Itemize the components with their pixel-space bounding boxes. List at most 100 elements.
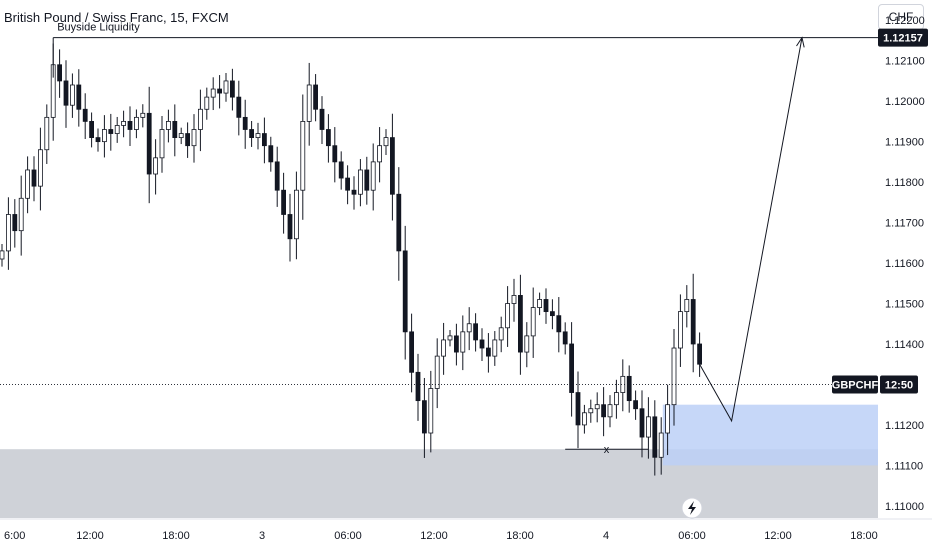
time-tag: [880, 375, 918, 394]
candle: [281, 172, 287, 234]
candle: [325, 114, 331, 163]
candle-body: [389, 137, 395, 195]
candle: [300, 94, 306, 220]
candle-body: [274, 161, 280, 191]
candle-body: [377, 145, 383, 163]
candle-body: [351, 189, 357, 195]
candle: [684, 285, 690, 328]
candle-body: [293, 189, 299, 240]
candle: [165, 109, 171, 143]
replay-button[interactable]: [681, 497, 703, 519]
candle-body: [0, 250, 5, 260]
candle-body: [518, 295, 523, 353]
candle-body: [82, 108, 88, 122]
candle: [524, 322, 530, 368]
price-tick-label: 1.11100: [885, 460, 923, 472]
candle: [357, 159, 363, 207]
candle: [268, 136, 274, 172]
sellside-marker-label: x: [604, 444, 610, 456]
candle: [409, 313, 415, 393]
candle: [562, 322, 568, 355]
candle-body: [678, 311, 683, 349]
buyside-price-tag-label: 1.12157: [883, 33, 923, 45]
time-tick-label: 18:00: [162, 530, 190, 542]
candle-body: [25, 169, 31, 199]
candle-body: [556, 315, 562, 333]
candle: [306, 62, 312, 146]
buyside-price-tag: [878, 28, 928, 47]
candle: [274, 146, 280, 207]
candle: [415, 353, 421, 421]
candle-body: [89, 121, 94, 138]
candle: [332, 127, 338, 183]
candle-body: [114, 125, 120, 134]
projection-arrowhead: [796, 36, 805, 48]
candle: [569, 322, 574, 417]
candle-body: [325, 129, 331, 147]
candle: [319, 96, 325, 144]
candle: [447, 330, 453, 347]
candle-body: [204, 96, 210, 110]
candle-body: [31, 169, 37, 187]
candle: [402, 225, 408, 360]
candle-body: [652, 416, 658, 458]
time-tag-label: 12:50: [885, 379, 913, 391]
candle: [338, 151, 344, 190]
candle-body: [18, 197, 24, 232]
candle-body: [313, 84, 319, 110]
candle: [582, 404, 587, 434]
candle-body: [511, 295, 517, 304]
candle-body: [434, 355, 440, 389]
candle: [396, 167, 402, 281]
candle: [108, 113, 114, 151]
time-tick-label: 3: [259, 530, 265, 542]
candle-body: [633, 400, 638, 410]
candle: [351, 176, 357, 210]
candle-body: [665, 404, 670, 434]
candle: [505, 286, 511, 347]
candle: [421, 377, 427, 458]
time-axis[interactable]: 6:00 12:00 18:00 3 06:00 12:00 18:00 4 06:00 12:0…: [0, 518, 932, 542]
candle: [428, 370, 434, 453]
candle-body: [38, 149, 43, 187]
candle-body: [172, 121, 178, 138]
candle: [460, 315, 466, 371]
candle-body: [306, 84, 312, 122]
candle: [383, 129, 389, 156]
candle: [665, 384, 670, 456]
candle: [38, 127, 43, 211]
candle-body: [210, 88, 216, 98]
candle-body: [498, 327, 504, 341]
price-tick-label: 1.11600: [885, 258, 924, 270]
candle-body: [409, 331, 415, 373]
price-tick-label: 1.11900: [885, 137, 924, 149]
candle-body: [6, 214, 11, 252]
candle-body: [479, 339, 485, 349]
price-tick-label: 1.11400: [885, 339, 924, 351]
candle-body: [626, 375, 632, 402]
candle-body: [453, 335, 459, 353]
candle-body: [370, 161, 376, 191]
price-axis[interactable]: 1.12200 1.12100 1.12000 1.11900 1.11800 1.117…: [885, 15, 925, 513]
price-tick-label: 1.11000: [885, 501, 924, 513]
candle-body: [178, 133, 184, 138]
candle: [652, 400, 658, 476]
candle-body: [614, 392, 619, 406]
candle-body: [261, 133, 267, 147]
price-tick-label: 1.11500: [885, 299, 924, 311]
candle-body: [594, 404, 600, 410]
projection-path: [699, 37, 803, 423]
candle: [671, 329, 677, 426]
candle: [639, 390, 645, 458]
candle-body: [646, 416, 651, 438]
chart-title: British Pound / Swiss Franc, 15, FXCM: [4, 10, 229, 25]
candle: [466, 307, 472, 351]
candle-body: [575, 392, 581, 426]
candle: [18, 175, 24, 256]
lightning-icon: [688, 501, 696, 515]
candle: [146, 86, 152, 204]
candle: [614, 379, 619, 419]
candle: [492, 331, 498, 366]
candle-body: [12, 214, 18, 232]
